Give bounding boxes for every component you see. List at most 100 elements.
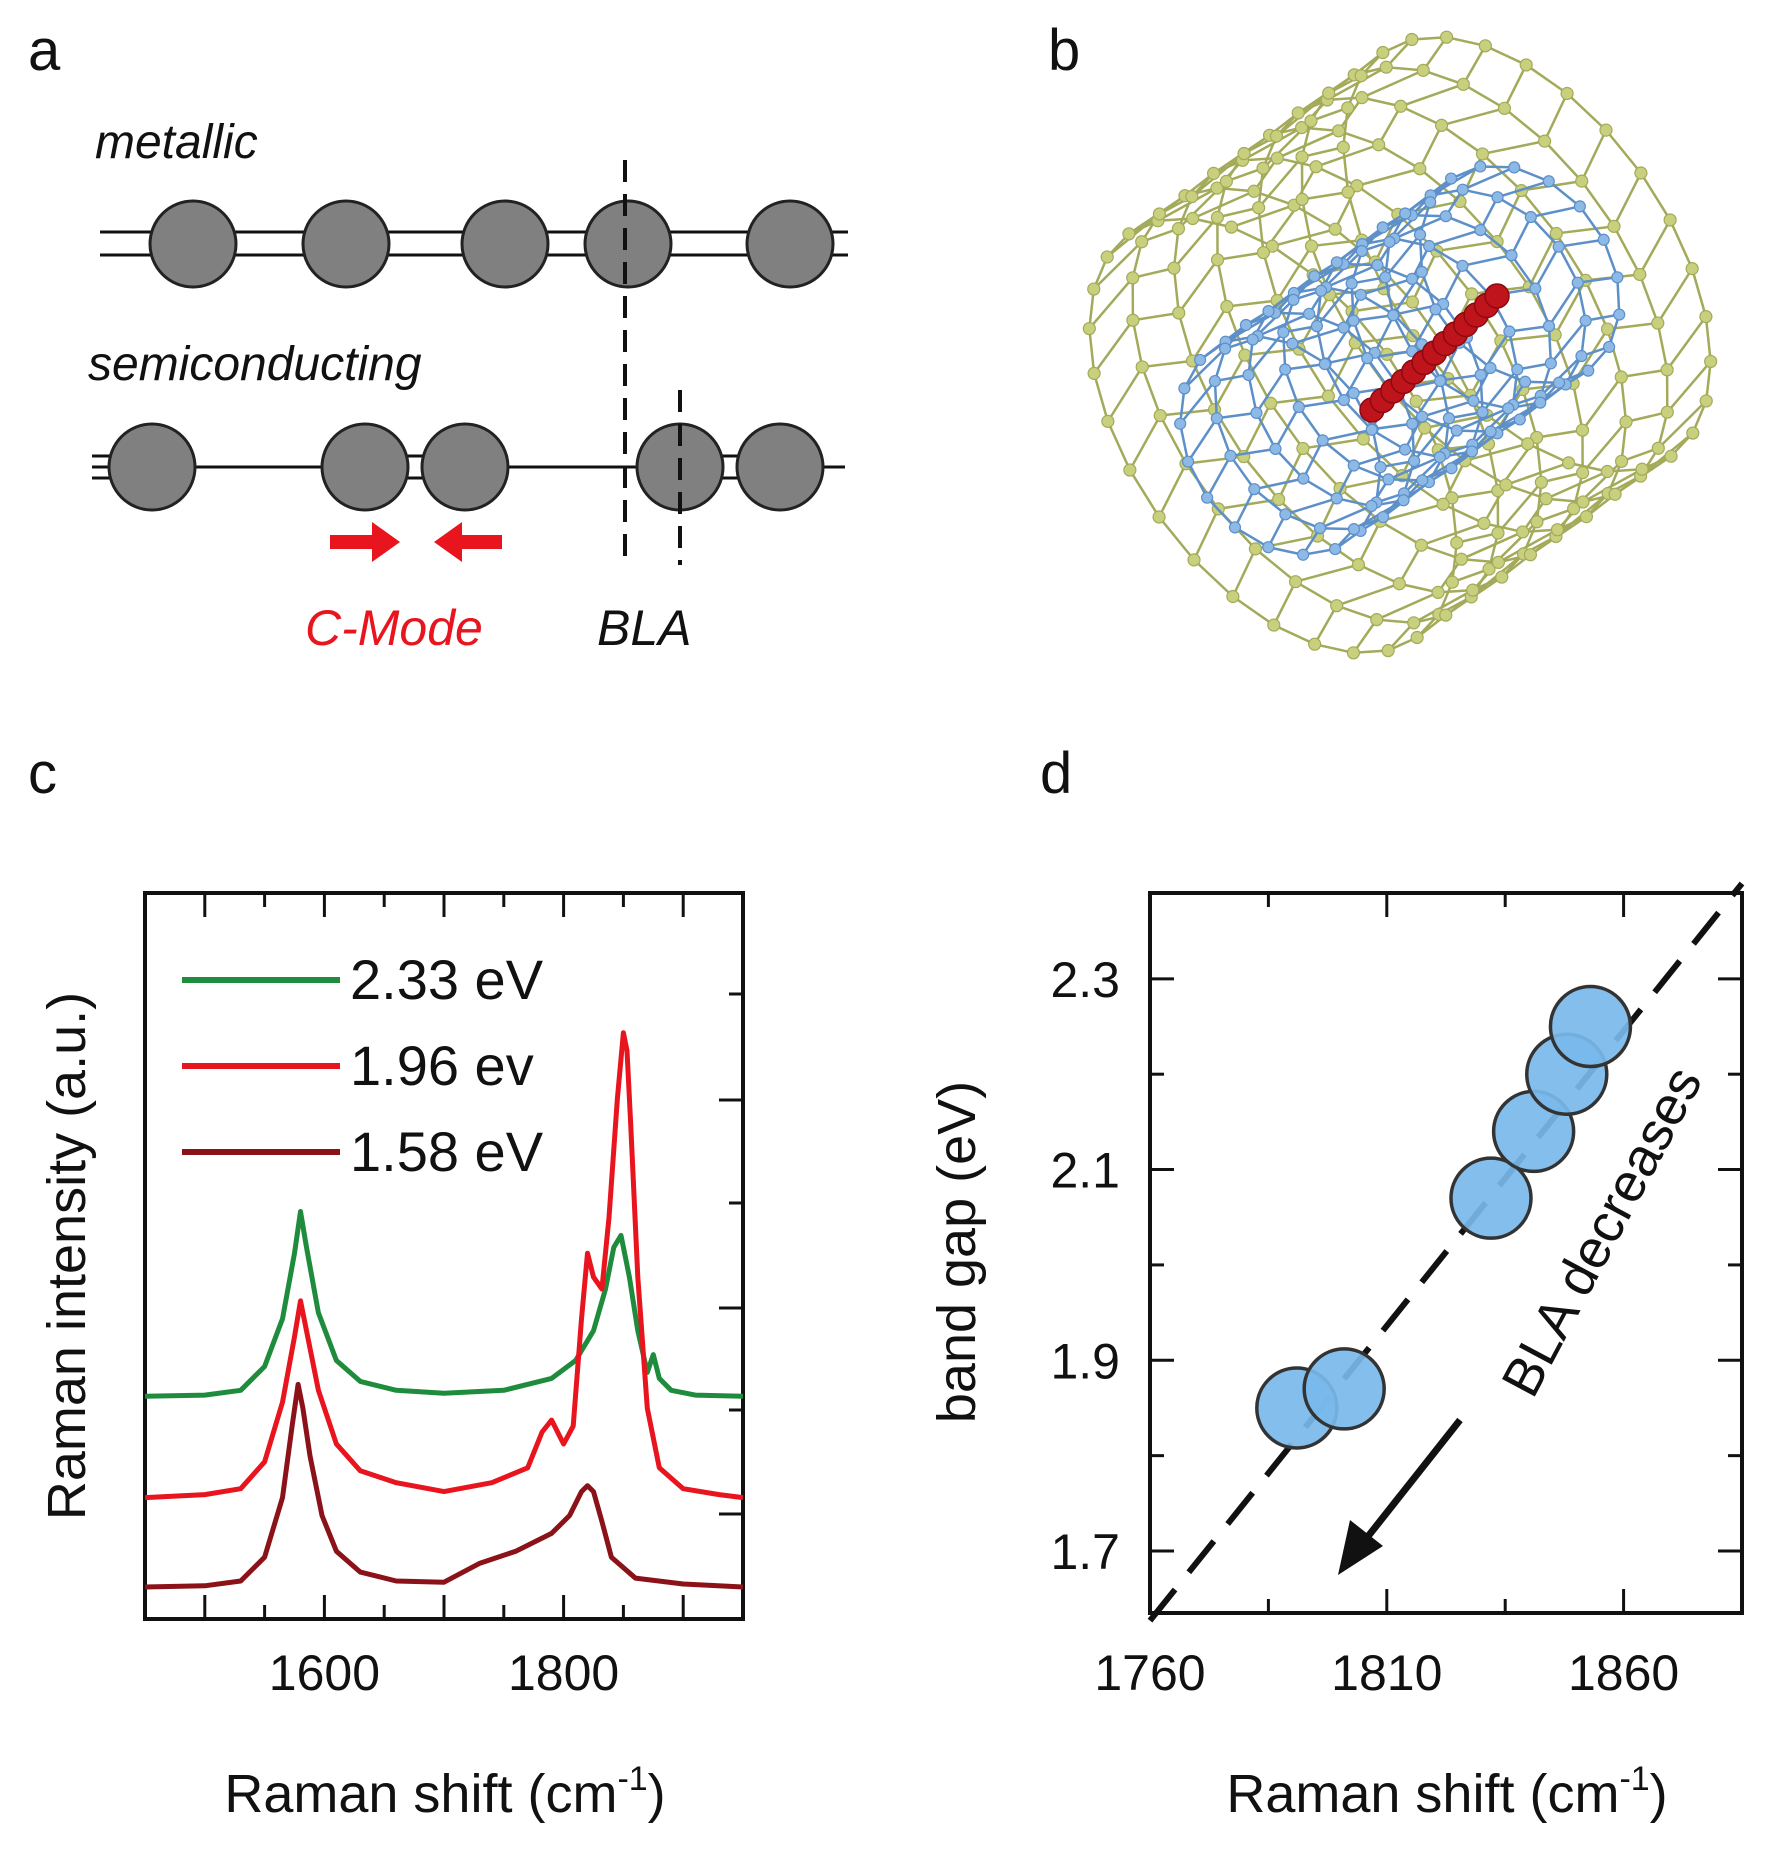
tube-atom bbox=[1336, 140, 1350, 154]
tube-atom bbox=[1465, 445, 1478, 458]
tube-atom bbox=[1308, 270, 1321, 283]
tube-bond bbox=[1128, 469, 1161, 518]
tube-atom bbox=[1379, 271, 1392, 284]
tube-bond bbox=[1128, 414, 1162, 471]
tube-bond bbox=[1353, 464, 1389, 481]
tube-atom bbox=[1424, 196, 1437, 209]
tube-bond bbox=[1160, 408, 1215, 417]
tube-atom bbox=[1346, 646, 1361, 660]
tube-atom bbox=[1484, 361, 1497, 374]
tube-atom bbox=[1210, 253, 1225, 267]
panel-d-x-tick-label: 1810 bbox=[1331, 1645, 1442, 1701]
tube-bond bbox=[1254, 547, 1297, 583]
tube-atom bbox=[1123, 463, 1137, 477]
tube-bond bbox=[1271, 245, 1314, 276]
tube-atom bbox=[1466, 583, 1480, 597]
tube-bond bbox=[1584, 279, 1609, 330]
tube-atom bbox=[1379, 60, 1393, 74]
tube-bond bbox=[1456, 531, 1499, 544]
tube-bond bbox=[1159, 414, 1188, 465]
tube-atom bbox=[1416, 474, 1429, 487]
tube-atom bbox=[1287, 293, 1300, 306]
tube-atom bbox=[1456, 259, 1469, 272]
tube-atom bbox=[1575, 423, 1590, 437]
tube-bond bbox=[1464, 459, 1507, 486]
tube-bond bbox=[1177, 259, 1219, 314]
tube-atom bbox=[1387, 309, 1400, 322]
tube-bond bbox=[1247, 374, 1258, 414]
panel-c-x-axis-title-main: Raman shift (cm bbox=[224, 1764, 617, 1824]
semiconducting-atom bbox=[420, 422, 510, 512]
tube-atom bbox=[1304, 239, 1319, 253]
legend-label: 2.33 eV bbox=[350, 948, 544, 1011]
tube-atom bbox=[1575, 174, 1589, 188]
tube-bond bbox=[1521, 498, 1548, 533]
tube-bond bbox=[1377, 105, 1402, 146]
tube-atom bbox=[1445, 462, 1458, 475]
tube-atom bbox=[1410, 630, 1424, 645]
tube-bond bbox=[1620, 421, 1628, 462]
tube-atom bbox=[1445, 575, 1459, 589]
tube-atom bbox=[1238, 348, 1252, 362]
tube-bond bbox=[1421, 399, 1474, 418]
tube-bond bbox=[1217, 251, 1264, 262]
tube-bond bbox=[1413, 589, 1474, 624]
tube-bond bbox=[1131, 319, 1144, 368]
tube-atom bbox=[1542, 320, 1556, 333]
metallic-label: metallic bbox=[95, 116, 258, 169]
tube-bond bbox=[1411, 277, 1444, 305]
tube-atom bbox=[1187, 553, 1201, 567]
tube-atom bbox=[1571, 276, 1584, 289]
tube-atom bbox=[1345, 277, 1358, 290]
panel-d-data-point bbox=[1449, 1156, 1533, 1240]
tube-atom bbox=[1418, 421, 1432, 435]
tube-atom bbox=[1246, 333, 1259, 346]
panel-d-x-axis-title-close: ) bbox=[1650, 1764, 1668, 1824]
tube-atom bbox=[1398, 443, 1412, 456]
tube-bond bbox=[1460, 530, 1524, 561]
tube-atom bbox=[1497, 101, 1512, 115]
tube-bond bbox=[1578, 205, 1605, 241]
tube-bond bbox=[1416, 394, 1471, 403]
tube-bond bbox=[1459, 200, 1499, 243]
tube-atom bbox=[1087, 282, 1101, 296]
tube-atom bbox=[1186, 211, 1200, 226]
tube-bond bbox=[1441, 107, 1505, 127]
tube-bond bbox=[1302, 477, 1338, 500]
tube-atom bbox=[1288, 575, 1303, 589]
tube-atom bbox=[1664, 449, 1678, 463]
tube-atom bbox=[1347, 314, 1360, 327]
tube-atom bbox=[1194, 353, 1207, 367]
tube-atom bbox=[1224, 220, 1239, 234]
tube-bond bbox=[1187, 417, 1218, 463]
tube-bond bbox=[1440, 373, 1481, 382]
tube-atom bbox=[1100, 250, 1114, 264]
tube-bond bbox=[1177, 312, 1194, 362]
tube-bond bbox=[1638, 219, 1672, 276]
inner-nanotube bbox=[1174, 160, 1626, 561]
tube-bond bbox=[1379, 520, 1422, 547]
tube-atom bbox=[1444, 172, 1458, 185]
tube-bond bbox=[1497, 481, 1543, 534]
tube-atom bbox=[1413, 228, 1427, 241]
panel-d-data-point bbox=[1302, 1347, 1386, 1431]
tube-bond bbox=[1267, 513, 1287, 548]
tube-bond bbox=[1357, 563, 1400, 585]
tube-atom bbox=[1295, 121, 1309, 135]
tube-atom bbox=[1291, 106, 1305, 120]
tube-bond bbox=[1357, 520, 1382, 566]
tube-bond bbox=[1378, 143, 1421, 170]
tube-bond bbox=[1342, 326, 1376, 354]
tube-atom bbox=[1392, 577, 1406, 591]
tube-bond bbox=[1528, 232, 1558, 288]
tube-atom bbox=[1456, 183, 1469, 196]
tube-atom bbox=[1220, 299, 1234, 314]
tube-bond bbox=[1217, 206, 1259, 219]
tube-bond bbox=[1484, 44, 1527, 67]
tube-bond bbox=[1301, 190, 1349, 201]
tube-bond bbox=[1510, 254, 1537, 290]
tube-atom bbox=[1442, 412, 1456, 425]
tube-atom bbox=[1265, 239, 1279, 253]
tube-bond bbox=[1536, 428, 1583, 439]
tube-bond bbox=[1527, 442, 1570, 465]
